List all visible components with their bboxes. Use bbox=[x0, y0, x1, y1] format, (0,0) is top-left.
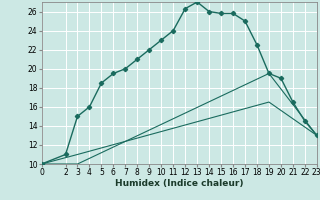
X-axis label: Humidex (Indice chaleur): Humidex (Indice chaleur) bbox=[115, 179, 244, 188]
